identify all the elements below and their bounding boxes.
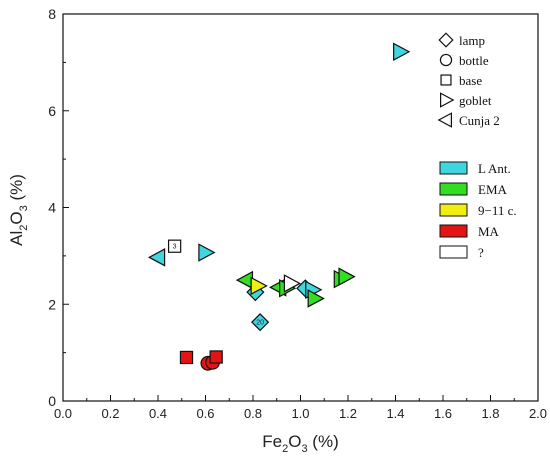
legend-shape-triangle-right-icon: [440, 92, 455, 108]
legend-color-swatch: [439, 224, 468, 238]
data-point-triangle-right: [250, 276, 268, 296]
x-tick-label: 1.4: [386, 406, 404, 421]
data-point-label: 3: [173, 244, 177, 251]
x-tick-label: 0.8: [244, 406, 262, 421]
x-tick-label: 0.4: [149, 406, 167, 421]
x-axis-label: Fe2O3 (%): [262, 432, 339, 455]
legend-shape-label: bottle: [459, 53, 489, 68]
legend-color-label: MA: [478, 224, 500, 239]
data-point-triangle-left: [147, 248, 166, 267]
x-tick-label: 1.2: [339, 406, 357, 421]
data-point-triangle-right: [307, 289, 325, 308]
legend-color-swatch: [439, 182, 468, 196]
x-tick-label: 0.2: [101, 406, 119, 421]
y-tick-labels: 0 2 4 6 8: [48, 6, 56, 409]
plot-frame: [62, 13, 539, 402]
legend-shape-label: Cunja 2: [459, 113, 500, 128]
legend-shape-diamond-icon: [438, 32, 454, 48]
x-tick-labels: 0.0 0.2 0.4 0.6 0.8 1.0 1.2 1.4 1.6 1.8 2.0: [54, 406, 547, 421]
data-point-triangle-right: [283, 274, 302, 293]
data-points: 3 20: [147, 42, 411, 371]
legend-shape-label: lamp: [459, 33, 485, 48]
legend-shape-triangle-left-icon: [437, 112, 452, 128]
x-tick-label: 2.0: [529, 406, 547, 421]
legend-shape-square-icon: [440, 74, 452, 86]
data-point-triangle-right: [198, 243, 216, 262]
legend-color-swatch: [439, 203, 468, 217]
data-point-triangle-right: [338, 267, 356, 286]
legend-color-label: L Ant.: [478, 161, 511, 176]
x-tick-label: 1.6: [434, 406, 452, 421]
legend-color-label: ?: [478, 245, 484, 260]
x-tick-label: 0.0: [54, 406, 72, 421]
x-tick-label: 1.0: [291, 406, 309, 421]
y-tick-label: 8: [48, 6, 56, 22]
data-point-triangle-left: [235, 270, 254, 290]
data-point-square: [209, 350, 223, 364]
x-tick-label: 1.8: [481, 406, 499, 421]
data-point-diamond: [251, 313, 270, 332]
legend-color-label: 9−11 c.: [478, 203, 517, 218]
legend-color-label: EMA: [478, 182, 508, 197]
color-legend: L Ant. EMA 9−11 c. MA?: [439, 161, 517, 260]
data-point-label: 20: [256, 320, 264, 327]
legend-shape-label: goblet: [459, 93, 492, 108]
data-point-square: [179, 350, 194, 365]
y-axis-label: Al2O3 (%): [7, 174, 30, 246]
legend-color-swatch: [439, 161, 468, 175]
data-point-triangle-right: [393, 42, 411, 61]
x-tick-label: 0.6: [196, 406, 214, 421]
y-tick-label: 0: [48, 393, 56, 409]
legend-color-swatch: [439, 245, 468, 259]
data-point-square: [167, 239, 182, 253]
shape-legend: lamp bottle base goblet Cunja 2: [437, 32, 500, 128]
legend-shape-circle-icon: [439, 53, 453, 67]
y-tick-label: 4: [48, 200, 56, 216]
svg-text:Al2O3 (%): Al2O3 (%): [7, 174, 30, 246]
legend-shape-label: base: [459, 73, 482, 88]
y-tick-label: 2: [48, 296, 56, 312]
y-tick-label: 6: [48, 103, 56, 119]
